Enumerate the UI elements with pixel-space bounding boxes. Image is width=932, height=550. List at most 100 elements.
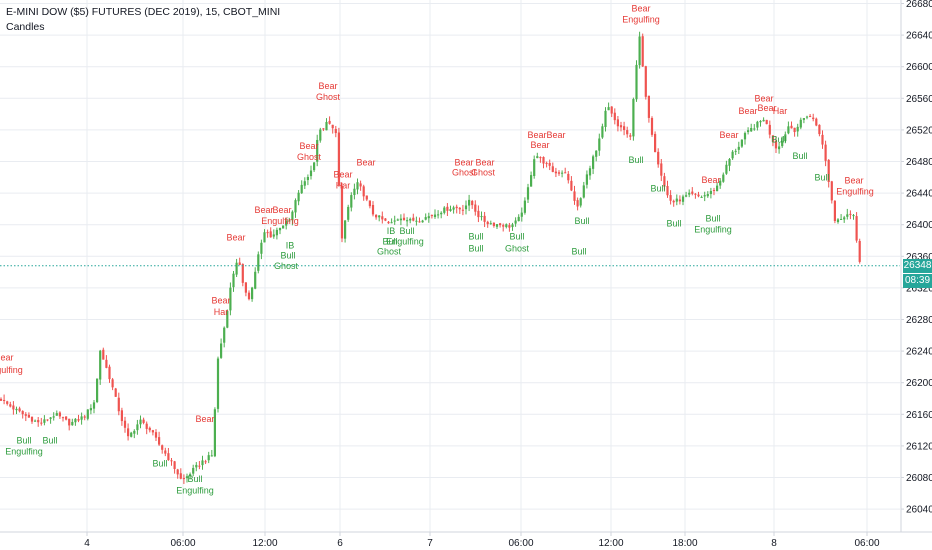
- candle-body: [449, 209, 452, 211]
- candle: [6, 400, 9, 406]
- candle: [173, 460, 176, 474]
- candle: [635, 60, 638, 102]
- candle-body: [762, 119, 765, 122]
- candle: [260, 239, 263, 260]
- candle-body: [83, 416, 86, 418]
- candle: [483, 211, 486, 228]
- candle-body: [654, 133, 657, 153]
- candle-body: [790, 125, 793, 129]
- candle: [452, 205, 455, 214]
- candle: [12, 401, 15, 415]
- candle: [145, 421, 148, 435]
- candle-body: [846, 214, 849, 217]
- candle: [278, 227, 282, 235]
- candle: [99, 349, 102, 385]
- candle-body: [30, 416, 34, 422]
- candle: [83, 414, 86, 421]
- candle: [272, 229, 275, 239]
- candle-body: [74, 418, 77, 423]
- candle-body: [86, 409, 89, 419]
- candle-body: [681, 196, 685, 202]
- candle: [855, 212, 858, 243]
- candle-body: [294, 200, 297, 213]
- candle: [30, 416, 34, 424]
- candle: [626, 126, 629, 138]
- candle: [610, 106, 613, 118]
- candle: [182, 474, 185, 484]
- candle: [641, 33, 644, 67]
- candle-body: [554, 171, 557, 174]
- candle-body: [300, 184, 303, 194]
- candle: [734, 148, 737, 156]
- y-tick-label: 26400: [906, 220, 932, 231]
- candle-body: [139, 419, 142, 425]
- candle: [92, 399, 96, 414]
- bull-signal-label: Bull: [152, 458, 167, 468]
- candle: [833, 200, 836, 224]
- candle-body: [663, 176, 666, 187]
- bear-signal-label: Bear: [527, 130, 546, 140]
- candle-body: [288, 220, 291, 222]
- candle-body: [396, 219, 399, 221]
- indicator-label[interactable]: Candles: [6, 21, 45, 33]
- bear-signal-label: Engulfing: [622, 14, 660, 24]
- candle: [644, 65, 647, 100]
- candle: [3, 394, 6, 405]
- candle-body: [148, 427, 151, 431]
- candle: [34, 419, 37, 422]
- candle: [505, 223, 508, 229]
- candle: [669, 190, 672, 205]
- candle-body: [753, 128, 756, 130]
- candle-body: [728, 159, 731, 166]
- candle-body: [399, 218, 402, 221]
- symbol-title[interactable]: E-MINI DOW ($5) FUTURES (DEC 2019), 15, …: [6, 6, 281, 18]
- candle: [433, 209, 437, 219]
- candle-body: [297, 192, 300, 202]
- candle: [266, 229, 269, 238]
- candle: [533, 155, 536, 179]
- candle-body: [567, 173, 570, 181]
- bull-signal-label: Bull: [382, 236, 397, 246]
- candle: [350, 192, 353, 212]
- candle-body: [334, 128, 337, 134]
- bull-signal-label: Engulfing: [176, 485, 214, 495]
- candle-body: [133, 430, 136, 434]
- candle: [204, 459, 207, 465]
- bull-signal-label: Bull: [468, 244, 483, 254]
- candle-body: [164, 450, 167, 454]
- bear-signal-label: Bear: [356, 157, 375, 167]
- candle-body: [607, 107, 610, 111]
- candle-body: [765, 119, 768, 125]
- bear-signal-label: Bear: [701, 175, 720, 185]
- candle: [120, 407, 123, 426]
- candle-body: [381, 216, 384, 220]
- bear-signal-label: Bear: [530, 140, 549, 150]
- bear-signal-label: Engulfing: [0, 365, 23, 375]
- candle: [840, 214, 843, 220]
- candle: [288, 217, 291, 222]
- bull-signal-label: Bull: [509, 232, 524, 242]
- candle-body: [595, 150, 598, 157]
- candle-body: [340, 185, 344, 239]
- candle-body: [561, 172, 564, 174]
- candle: [127, 423, 130, 441]
- candle: [344, 219, 347, 243]
- candle: [836, 218, 840, 224]
- candle-body: [105, 359, 108, 368]
- candle-body: [526, 187, 530, 200]
- candle: [111, 377, 114, 391]
- candle: [269, 227, 272, 238]
- candle-body: [247, 292, 251, 300]
- candle: [458, 207, 461, 214]
- candle-body: [576, 200, 579, 207]
- candle-body: [747, 130, 750, 133]
- bull-signal-label: Bull: [666, 218, 681, 228]
- candle-body: [3, 399, 6, 401]
- candle-body: [440, 212, 443, 215]
- candle-body: [257, 254, 260, 271]
- candle-body: [204, 461, 207, 463]
- candle-body: [15, 408, 18, 411]
- candle-body: [409, 218, 412, 221]
